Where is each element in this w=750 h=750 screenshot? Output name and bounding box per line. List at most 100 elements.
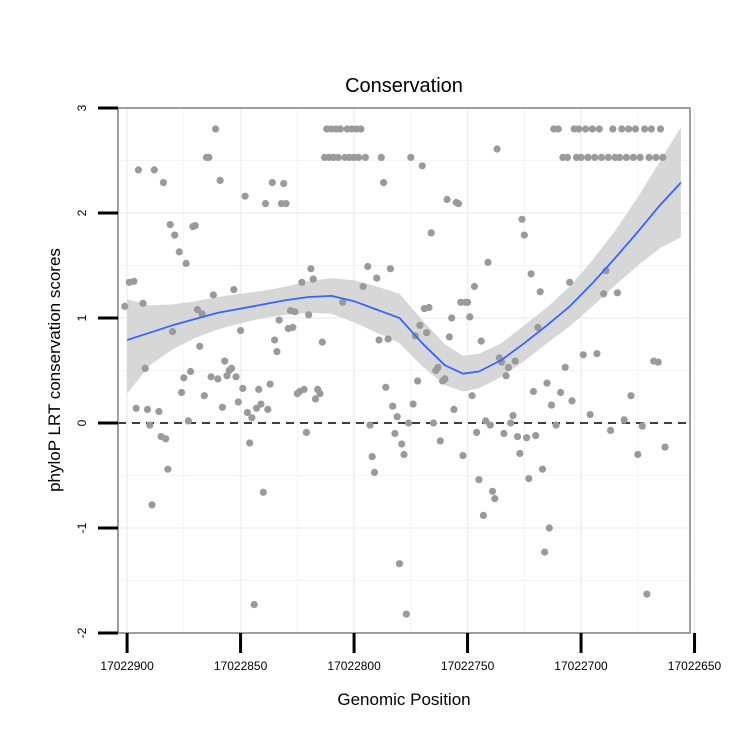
data-point <box>234 398 242 406</box>
data-point <box>384 335 392 343</box>
data-point <box>289 323 297 331</box>
data-point <box>150 166 158 174</box>
data-point <box>198 310 206 318</box>
data-point <box>507 419 515 427</box>
data-point <box>214 375 222 383</box>
data-point <box>261 200 270 208</box>
data-point <box>568 397 576 405</box>
x-axis-label: Genomic Position <box>337 690 470 709</box>
data-point <box>425 303 433 312</box>
data-point <box>638 422 646 430</box>
data-point <box>318 338 326 346</box>
data-point <box>500 429 508 438</box>
data-point <box>468 392 476 400</box>
data-point <box>588 125 597 133</box>
data-point <box>470 282 478 291</box>
data-point <box>466 313 474 321</box>
data-point <box>436 437 444 445</box>
data-point <box>404 419 413 427</box>
scatter-points <box>121 125 669 618</box>
data-point <box>631 125 640 133</box>
data-point <box>566 278 574 286</box>
data-point <box>620 416 628 424</box>
y-axis-label: phyloP LRT conservation scores <box>45 248 64 492</box>
x-tick-label: 17022800 <box>327 659 381 673</box>
data-point <box>518 215 526 223</box>
data-point <box>554 125 562 133</box>
data-point <box>141 364 149 372</box>
data-point <box>311 395 320 403</box>
data-point <box>159 179 167 187</box>
data-point <box>243 408 251 417</box>
data-point <box>582 125 590 133</box>
data-point <box>473 428 481 436</box>
data-point <box>259 488 267 496</box>
data-point <box>241 192 249 200</box>
data-point <box>257 400 265 408</box>
data-point <box>504 363 512 371</box>
data-point <box>380 179 388 187</box>
data-point <box>266 380 274 388</box>
data-point <box>134 166 142 174</box>
data-point <box>652 153 660 161</box>
data-point <box>516 449 524 458</box>
data-point <box>450 405 458 413</box>
data-point <box>280 180 288 188</box>
data-point <box>475 476 483 484</box>
data-point <box>377 153 385 161</box>
data-point <box>597 153 606 161</box>
data-point <box>577 153 585 161</box>
data-point <box>275 316 283 324</box>
data-point <box>168 328 177 336</box>
data-point <box>445 333 453 341</box>
data-point <box>155 407 163 416</box>
data-point <box>355 153 363 161</box>
data-point <box>591 153 599 161</box>
data-point <box>647 125 656 133</box>
data-point <box>595 125 603 133</box>
data-point <box>538 465 547 473</box>
data-point <box>398 440 406 448</box>
data-point <box>536 288 544 296</box>
data-point <box>464 298 472 306</box>
data-point <box>391 429 399 438</box>
data-point <box>146 421 154 429</box>
data-point <box>359 282 367 291</box>
data-point <box>400 450 408 459</box>
data-point <box>613 289 622 297</box>
data-point <box>130 277 138 285</box>
data-point <box>193 306 201 314</box>
data-point <box>300 385 308 393</box>
data-point <box>513 433 522 441</box>
data-point <box>218 403 226 411</box>
data-point <box>477 337 485 345</box>
data-point <box>291 308 299 316</box>
data-point <box>148 501 156 509</box>
data-point <box>552 421 560 429</box>
data-point <box>641 125 649 133</box>
data-point <box>541 548 549 556</box>
x-tick-label: 17022850 <box>214 659 268 673</box>
data-point <box>625 125 633 133</box>
data-point <box>205 153 213 161</box>
data-point <box>448 314 456 322</box>
data-point <box>357 125 365 133</box>
data-point <box>586 411 594 419</box>
data-point <box>547 401 556 409</box>
smooth-fit-line <box>126 181 682 375</box>
x-tick-label: 17022900 <box>100 659 154 673</box>
data-point <box>334 153 342 161</box>
data-point <box>248 414 256 422</box>
data-point <box>143 405 152 413</box>
data-point <box>486 421 494 429</box>
data-point <box>525 475 533 483</box>
data-point <box>264 405 272 413</box>
data-point <box>493 145 501 153</box>
data-point <box>375 336 383 344</box>
data-point <box>543 379 551 387</box>
data-point <box>252 404 261 412</box>
data-point <box>395 560 404 568</box>
data-point <box>563 153 572 161</box>
data-point <box>557 388 565 397</box>
data-point <box>191 222 199 230</box>
